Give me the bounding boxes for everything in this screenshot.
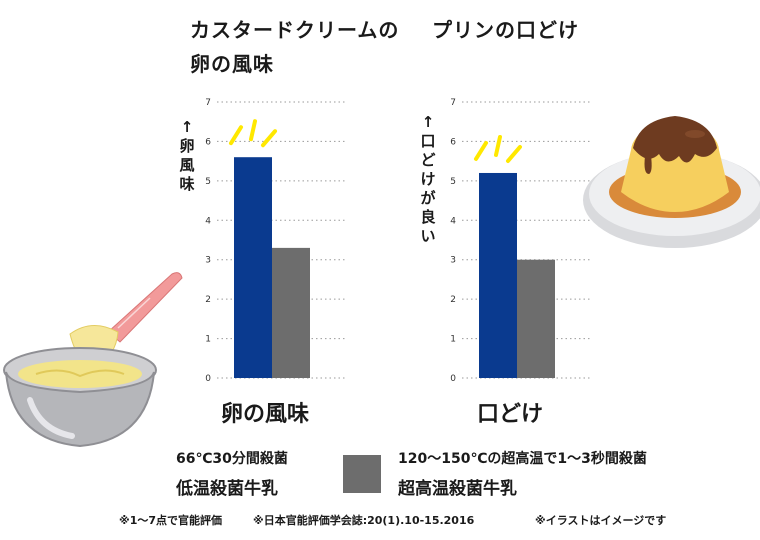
chart1-title-line2: 卵の風味 [190, 52, 274, 76]
bowl-icon [3, 347, 157, 448]
chart1-title-line1: カスタードクリームの [190, 18, 400, 42]
chart1-plot: 0 1 2 3 4 5 6 7 [205, 98, 345, 384]
chart2-plot: 0 1 2 3 4 5 6 7 [450, 98, 590, 384]
y-tick-label: 6 [205, 137, 211, 147]
chart1-y-axis-label: ↑ 卵風味 [179, 118, 195, 193]
sparkle-icon [474, 134, 522, 163]
y-tick-label: 0 [450, 374, 456, 384]
y-tick-label: 7 [450, 98, 456, 108]
y-tick-label: 5 [450, 177, 456, 187]
y-tick-label: 0 [205, 374, 211, 384]
y-tick-label: 7 [205, 98, 211, 108]
y-tick-label: 5 [205, 177, 211, 187]
pudding-illustration [583, 116, 760, 248]
y-tick-label: 1 [205, 335, 211, 345]
bar-low-temp [234, 157, 272, 378]
bar-low-temp [479, 172, 517, 378]
y-tick-label: 2 [450, 295, 456, 305]
mixing-bowl-illustration [3, 272, 183, 448]
chart1-category-label: 卵の風味 [220, 402, 309, 427]
y-tick-label: 1 [450, 335, 456, 345]
legend-low-temp-condition: 66℃30分間殺菌 [176, 451, 288, 467]
bar-ultra-high-temp [272, 247, 310, 378]
y-tick-label: 4 [450, 216, 456, 226]
footnote-illustration: ※イラストはイメージです [535, 514, 667, 527]
chart2-category-label: 口どけ [476, 402, 543, 427]
footnote-source: ※日本官能評価学会誌:20(1).10-15.2016 [253, 514, 475, 527]
legend-ultra-high-temp-swatch [343, 455, 381, 493]
chart2-title: プリンの口どけ [432, 18, 579, 42]
legend-ultra-high-temp-name: 超高温殺菌牛乳 [398, 479, 517, 499]
y-tick-label: 4 [205, 216, 211, 226]
y-tick-label: 6 [450, 137, 456, 147]
bar-ultra-high-temp [517, 259, 555, 378]
pudding-icon [609, 116, 741, 218]
y-tick-label: 3 [450, 256, 456, 266]
footnote-scale: ※1〜7点で官能評価 [119, 514, 223, 527]
y-tick-label: 2 [205, 295, 211, 305]
sparkle-icon [229, 119, 277, 148]
y-tick-label: 3 [205, 256, 211, 266]
legend-ultra-high-temp-condition: 120〜150℃の超高温で1〜3秒間殺菌 [398, 451, 647, 467]
legend-low-temp-name: 低温殺菌牛乳 [176, 479, 278, 499]
chart2-y-axis-label: ↑ 口どけが良い [420, 113, 436, 245]
